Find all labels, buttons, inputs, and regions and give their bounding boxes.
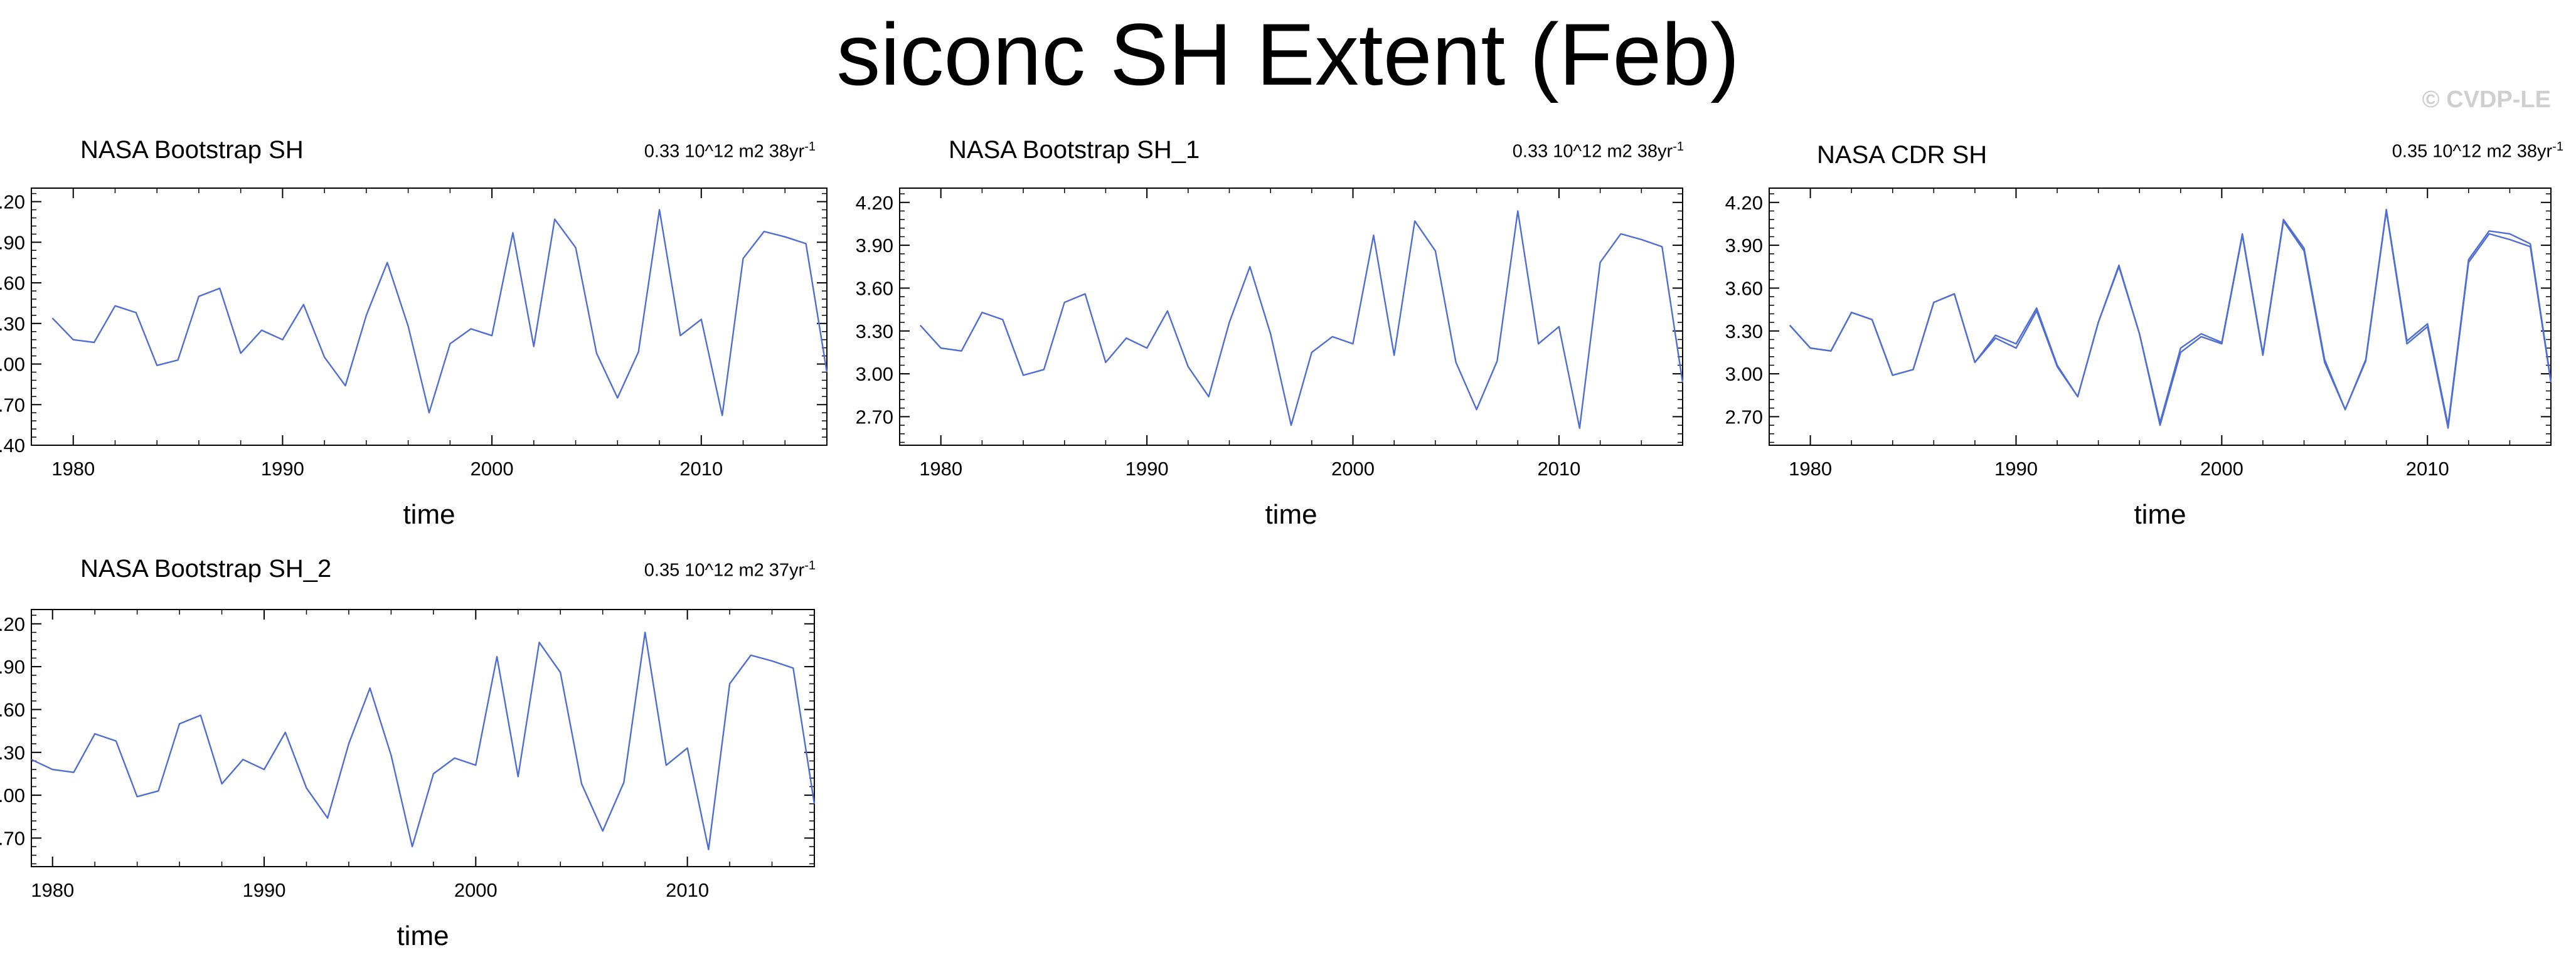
y-tick-label: 2.70 (1725, 406, 1763, 428)
y-tick-label: 3.90 (1725, 235, 1763, 256)
x-tick-label: 1990 (243, 879, 286, 901)
x-tick-label: 2010 (666, 879, 709, 901)
plot-frame (31, 609, 815, 867)
trend-label: 0.35 10^12 m2 37yr-1 (644, 559, 816, 581)
x-axis-label: time (397, 921, 449, 951)
series-line-1 (31, 631, 816, 850)
y-tick-label: 3.30 (856, 320, 893, 342)
y-tick-label: 3.60 (856, 277, 893, 299)
plot-frame (31, 187, 828, 446)
panel-title: NASA Bootstrap SH_2 (80, 555, 332, 583)
trend-exponent: -1 (1673, 140, 1684, 154)
x-tick-label: 2000 (2200, 458, 2243, 480)
y-tick-label: 3.90 (0, 231, 25, 253)
y-tick-label: 4.20 (0, 613, 25, 635)
series-line-2 (1789, 208, 2552, 426)
trend-exponent: -1 (804, 140, 816, 154)
x-tick-label: 1980 (1789, 458, 1832, 480)
chart-plot: 2.70 3.00 3.30 3.60 3.90 4.20 1980 1990 2000 2010… (1725, 187, 2552, 530)
y-tick-label: 3.60 (0, 272, 25, 294)
x-tick-label: 2010 (2406, 458, 2449, 480)
chart-plot: 2.40 2.70 3.00 3.30 3.60 3.90 4.20 1980 1990 2000… (0, 187, 828, 530)
panel-nasa-cdr-sh: NASA CDR SH 0.35 10^12 m2 38yr-1 2.70 3.0… (1725, 129, 2576, 555)
x-tick-label: 1980 (51, 458, 95, 480)
trend-label: 0.33 10^12 m2 38yr-1 (644, 140, 816, 162)
series-line-1 (1789, 210, 2552, 429)
figure-title: siconc SH Extent (Feb) (836, 5, 1740, 103)
y-tick-label: 3.00 (1725, 363, 1763, 385)
trend-text: 0.35 10^12 m2 37yr (644, 560, 805, 581)
x-tick-label: 2000 (471, 458, 514, 480)
x-tick-label: 1980 (919, 458, 962, 480)
x-tick-label: 2010 (1537, 458, 1580, 480)
y-tick-label: 2.70 (0, 394, 25, 416)
y-tick-label: 3.00 (0, 354, 25, 376)
chart-plot: 2.70 3.00 3.30 3.60 3.90 4.20 1980 1990 2000 2010… (0, 609, 816, 951)
x-tick-label: 2000 (454, 879, 498, 901)
series-line-1 (51, 209, 828, 416)
x-axis-label: time (1265, 499, 1317, 530)
y-tick-label: 3.30 (0, 313, 25, 335)
plot-frame (1769, 187, 2552, 446)
y-tick-label: 3.60 (1725, 277, 1763, 299)
series-line-1 (919, 210, 1684, 429)
x-axis-label: time (2134, 499, 2186, 530)
y-tick-label: 3.30 (0, 742, 25, 764)
y-tick-label: 3.00 (0, 784, 25, 806)
panel-nasa-bootstrap-sh-1: NASA Bootstrap SH_1 0.33 10^12 m2 38yr-1… (856, 129, 1722, 555)
y-tick-label: 2.40 (0, 435, 25, 457)
x-tick-label: 1990 (1994, 458, 2038, 480)
y-tick-label: 4.20 (1725, 192, 1763, 214)
x-tick-label: 1980 (31, 879, 74, 901)
y-tick-label: 3.90 (0, 656, 25, 678)
trend-exponent: -1 (2552, 140, 2563, 154)
trend-exponent: -1 (804, 559, 816, 573)
x-tick-label: 1990 (261, 458, 304, 480)
y-tick-label: 3.90 (856, 235, 893, 256)
y-tick-label: 4.20 (0, 191, 25, 213)
panel-title: NASA CDR SH (1817, 141, 1988, 169)
plot-frame (899, 187, 1683, 446)
y-tick-label: 2.70 (0, 827, 25, 849)
trend-text: 0.35 10^12 m2 38yr (2392, 141, 2553, 162)
trend-label: 0.33 10^12 m2 38yr-1 (1513, 140, 1684, 162)
panel-title: NASA Bootstrap SH_1 (949, 136, 1200, 164)
chart-plot: 2.70 3.00 3.30 3.60 3.90 4.20 1980 1990 2000 2010… (856, 187, 1684, 530)
y-tick-label: 2.70 (856, 406, 893, 428)
x-tick-label: 2000 (1331, 458, 1375, 480)
x-tick-label: 2010 (679, 458, 723, 480)
y-tick-label: 3.60 (0, 699, 25, 721)
panel-nasa-bootstrap-sh-2: NASA Bootstrap SH_2 0.35 10^12 m2 37yr-1… (0, 550, 853, 977)
panel-nasa-bootstrap-sh: NASA Bootstrap SH 0.33 10^12 m2 38yr-1 2… (0, 129, 853, 555)
x-tick-label: 1990 (1126, 458, 1169, 480)
x-axis-label: time (403, 499, 455, 530)
y-tick-label: 3.00 (856, 363, 893, 385)
trend-label: 0.35 10^12 m2 38yr-1 (2392, 140, 2563, 162)
y-tick-label: 3.30 (1725, 320, 1763, 342)
trend-text: 0.33 10^12 m2 38yr (644, 141, 805, 162)
panel-title: NASA Bootstrap SH (80, 136, 304, 164)
y-tick-label: 4.20 (856, 192, 893, 214)
watermark: © CVDP-LE (2422, 87, 2551, 113)
trend-text: 0.33 10^12 m2 38yr (1512, 141, 1673, 162)
